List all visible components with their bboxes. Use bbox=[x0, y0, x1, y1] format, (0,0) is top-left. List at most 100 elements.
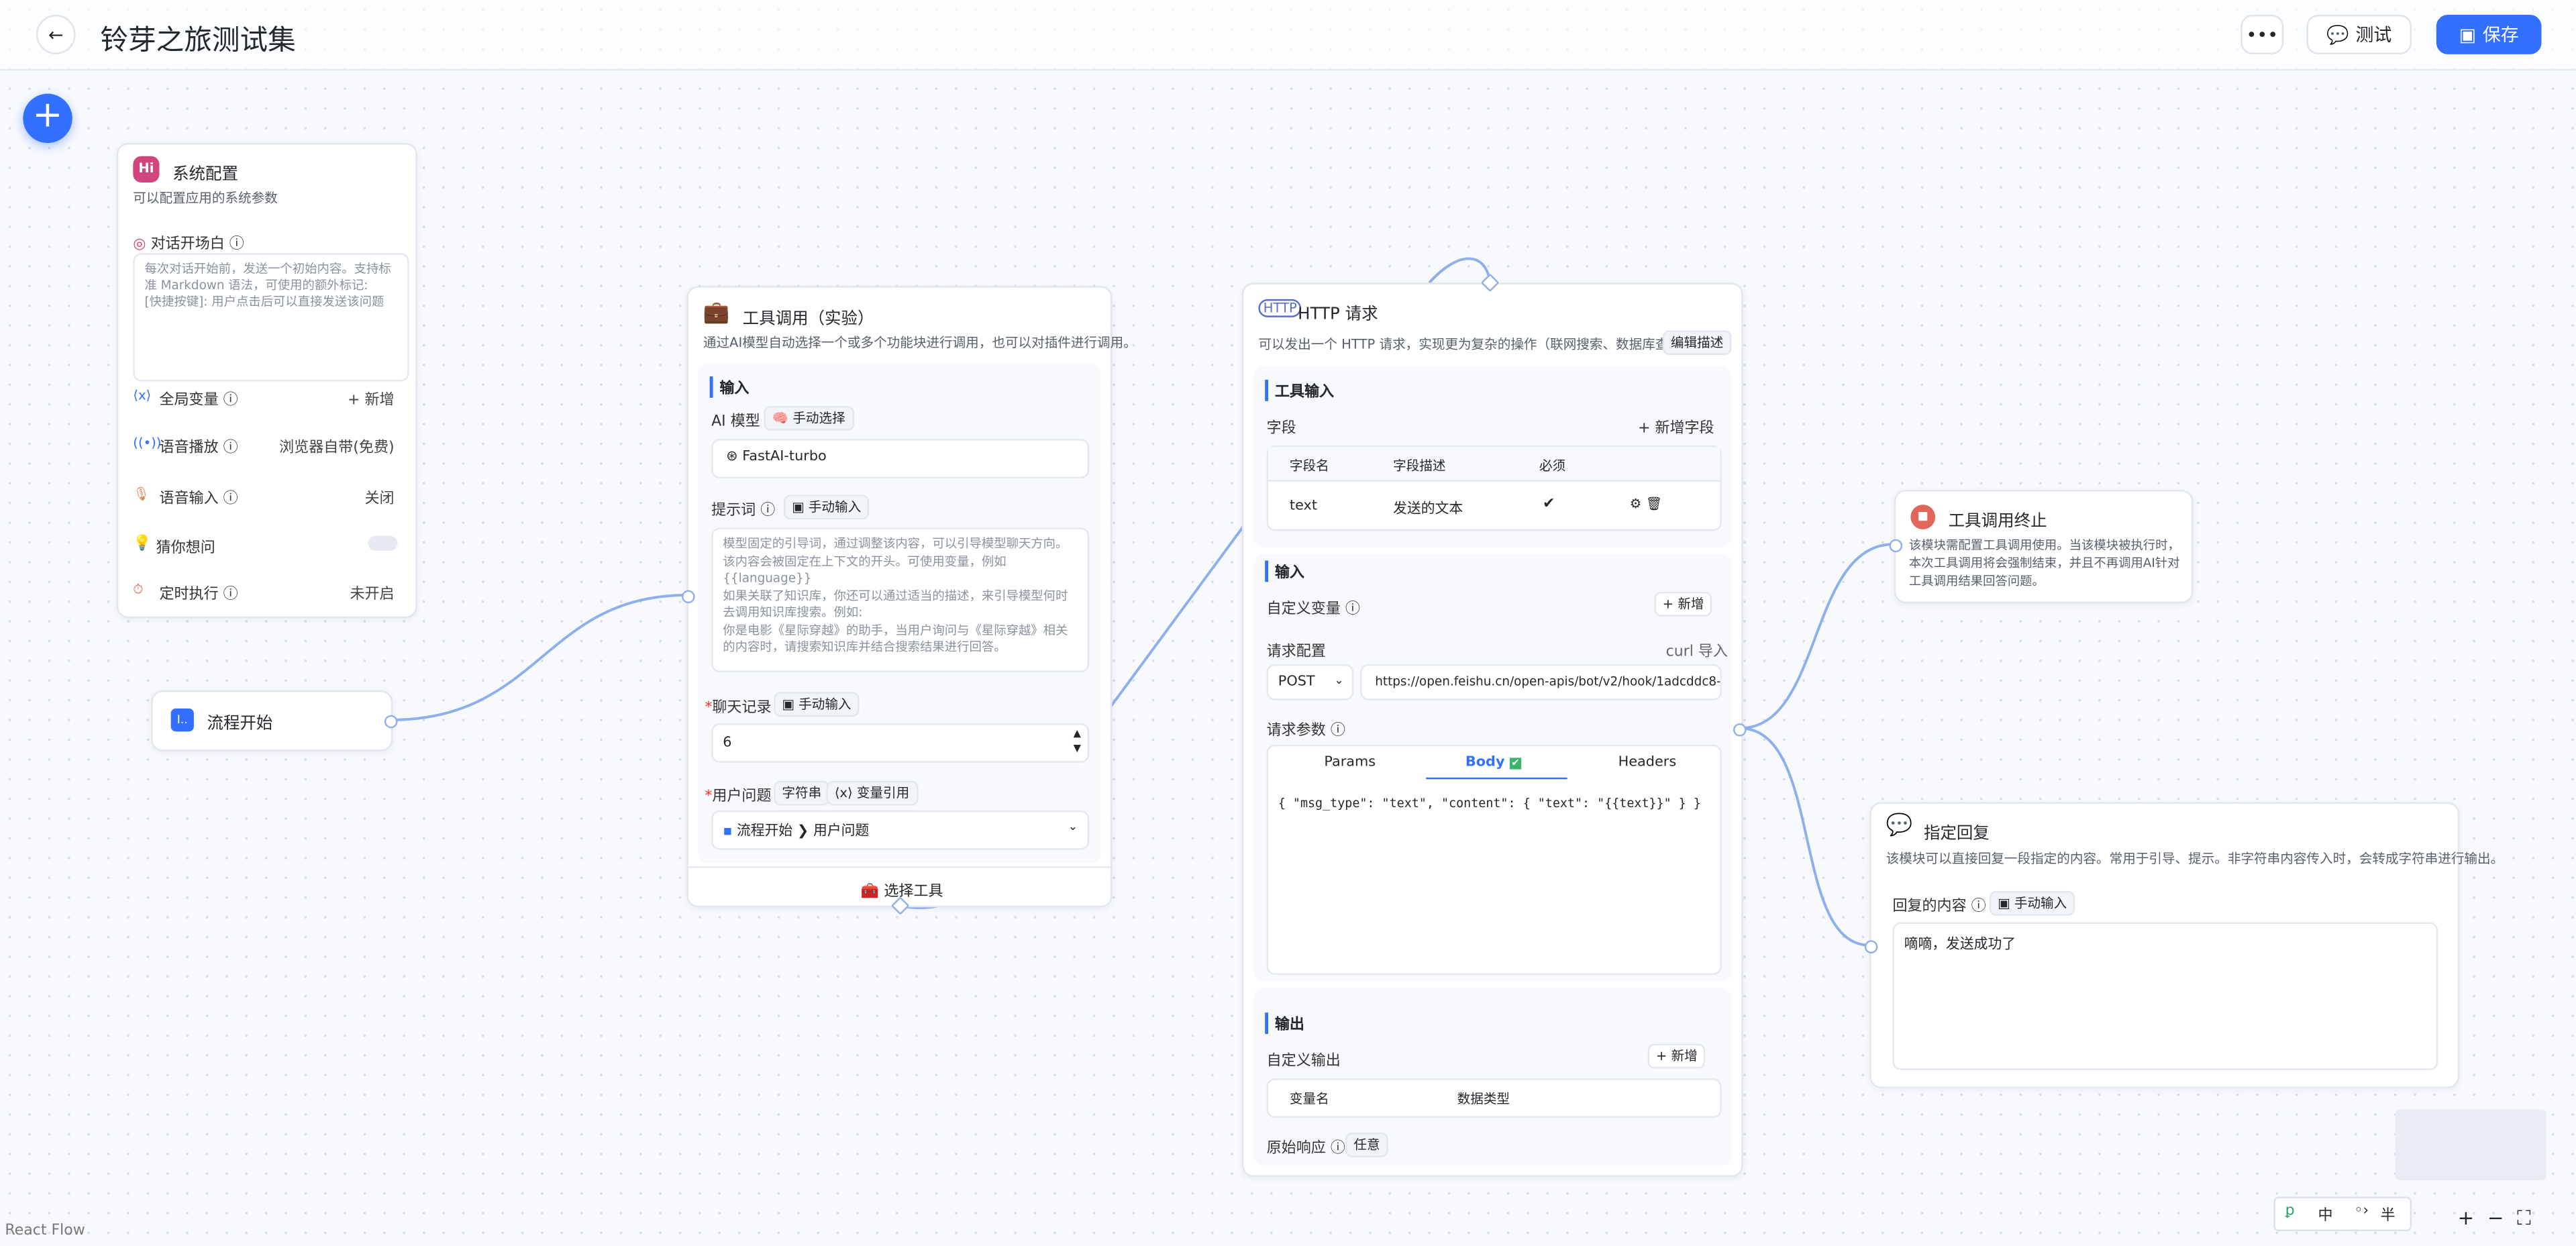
tool-node: 💼 工具调用（实验） 通过AI模型自动选择一个或多个功能块进行调用，也可以对插件… bbox=[682, 286, 1137, 915]
row-label: 语音输入 ⓘ bbox=[159, 491, 238, 509]
label-text: 聊天记录 bbox=[712, 700, 772, 717]
body-code[interactable]: { "msg_type": "text", "content": { "text… bbox=[1278, 795, 1701, 811]
test-button[interactable]: 💬 测试 bbox=[2306, 15, 2412, 54]
model-select[interactable]: ⊛ FastAI-turbo bbox=[711, 439, 1090, 478]
handle[interactable] bbox=[1733, 723, 1747, 737]
field-label: ◎ 对话开场白 ⓘ bbox=[133, 236, 244, 254]
minimap[interactable] bbox=[2395, 1109, 2546, 1181]
select-tool[interactable]: 🧰 选择工具 bbox=[860, 884, 943, 901]
more-button[interactable]: ••• bbox=[2240, 15, 2284, 54]
zoom-controls[interactable]: +−⛶ bbox=[2457, 1206, 2544, 1230]
opening-textarea[interactable]: 每次对话开始前，发送一个初始内容。支持标准 Markdown 语法，可使用的额外… bbox=[133, 253, 409, 382]
label: 请求参数 ⓘ bbox=[1266, 723, 1345, 740]
row-label-text: 全局变量 bbox=[159, 393, 219, 410]
label-text: 用户问题 bbox=[712, 788, 772, 806]
input-section: 输入 自定义变量 ⓘ + 新增 请求配置 curl 导入 POST ⌄ https… bbox=[1253, 554, 1732, 982]
handle[interactable] bbox=[1889, 539, 1903, 553]
ime-mode[interactable]: 中 bbox=[2318, 1208, 2333, 1225]
label-text: 原始响应 bbox=[1266, 1141, 1326, 1157]
tab-active[interactable]: Body ✔ bbox=[1465, 754, 1522, 772]
tab-text: Body bbox=[1465, 754, 1505, 772]
add-node-button[interactable]: + bbox=[23, 93, 72, 144]
edge bbox=[389, 593, 688, 722]
label: AI 模型 bbox=[711, 414, 760, 431]
label-text: 回复的内容 bbox=[1892, 899, 1967, 916]
row-value[interactable]: + 新增 bbox=[348, 393, 395, 410]
url: https://open.feishu.cn/open-apis/bot/v2/… bbox=[1375, 674, 1722, 689]
row-label-text: 语音播放 bbox=[159, 440, 219, 458]
row-label-text: 语音输入 bbox=[159, 491, 219, 509]
th: 变量名 bbox=[1289, 1091, 1329, 1106]
node-title: HTTP 请求 bbox=[1298, 305, 1378, 324]
tag: 任意 bbox=[1345, 1132, 1388, 1157]
th: 字段名 bbox=[1289, 458, 1329, 474]
system-node: Hi 系统配置 可以配置应用的系统参数 ◎ 对话开场白 ⓘ 每次对话开始前，发送… bbox=[116, 143, 417, 619]
handle[interactable] bbox=[1864, 940, 1878, 953]
section-title: 输入 bbox=[1265, 560, 1304, 582]
save-button[interactable]: ▣ 保存 bbox=[2436, 15, 2542, 54]
tab[interactable]: Headers bbox=[1618, 754, 1677, 772]
edit-button[interactable]: 编辑描述 bbox=[1662, 330, 1732, 356]
label: 回复的内容 ⓘ bbox=[1892, 899, 1986, 916]
curl-import[interactable]: curl 导入 bbox=[1665, 644, 1728, 661]
end-node: ■ 工具调用终止 该模块需配置工具调用使用。当该模块被执行时，本次工具调用将会强… bbox=[1889, 490, 2194, 604]
check: ✔ bbox=[1542, 496, 1555, 513]
model: ⊛ FastAI-turbo bbox=[726, 448, 827, 466]
row-actions[interactable]: ⚙ 🗑 bbox=[1629, 496, 1663, 511]
edge bbox=[1739, 727, 1870, 947]
row-label: 语音播放 ⓘ bbox=[159, 440, 238, 458]
reply-textarea[interactable]: 嘀嘀，发送成功了 bbox=[1892, 922, 2438, 1070]
divider bbox=[688, 866, 1111, 868]
tag: ⟨x⟩ 变量引用 bbox=[826, 780, 918, 806]
value: ▪ 流程开始 ❯ 用户问题 bbox=[723, 823, 870, 840]
add-button[interactable]: + 新增 bbox=[1647, 1043, 1706, 1069]
field: 用户问题 bbox=[813, 823, 870, 840]
edge bbox=[1739, 542, 1894, 730]
edge bbox=[1428, 257, 1492, 284]
span: ▪ bbox=[723, 823, 733, 840]
reply-node: 💬 指定回复 该模块可以直接回复一段指定的内容。常用于引导、提示。非字符串内容传… bbox=[1864, 802, 2504, 1088]
field-table: 字段名 字段描述 必须 text 发送的文本 ✔ ⚙ 🗑 bbox=[1266, 445, 1722, 531]
th: 必须 bbox=[1539, 458, 1566, 474]
ime-punct[interactable]: ◦› bbox=[2354, 1203, 2369, 1220]
row-icon: ⟨x⟩ bbox=[133, 388, 152, 403]
handle[interactable] bbox=[682, 590, 695, 604]
save-label: 保存 bbox=[2482, 24, 2519, 46]
span: * bbox=[705, 700, 713, 717]
label-text: 请求参数 bbox=[1266, 723, 1326, 740]
method-select[interactable]: POST ⌄ bbox=[1266, 664, 1354, 700]
back-button[interactable]: ← bbox=[36, 15, 76, 54]
section-title: 输出 bbox=[1265, 1013, 1304, 1034]
history-input[interactable]: 6 ▲ ▼ bbox=[711, 723, 1090, 763]
start-node: I.. 流程开始 bbox=[151, 690, 398, 751]
node-title: 系统配置 bbox=[172, 166, 239, 185]
question-select[interactable]: ▪ 流程开始 ❯ 用户问题 ⌄ bbox=[711, 810, 1090, 850]
node-desc: 该模块可以直接回复一段指定的内容。常用于引导、提示。非字符串内容传入时，会转成字… bbox=[1886, 851, 2504, 867]
add-field[interactable]: + 新增字段 bbox=[1637, 421, 1714, 437]
input-section: 输入 AI 模型 🧠 手动选择 ⊛ FastAI-turbo 提示词 ⓘ ▣ 手… bbox=[698, 363, 1101, 864]
label: 原始响应 ⓘ bbox=[1266, 1141, 1345, 1157]
add-button[interactable]: + 新增 bbox=[1654, 591, 1712, 617]
params-panel: Params Body ✔ Headers { "msg_type": "tex… bbox=[1266, 744, 1722, 975]
tab[interactable]: Params bbox=[1324, 754, 1376, 772]
section-title: 工具输入 bbox=[1265, 379, 1334, 401]
output-section: 输出 自定义输出 + 新增 变量名 数据类型 原始响应 ⓘ 任意 bbox=[1253, 988, 1732, 1165]
url-input[interactable]: https://open.feishu.cn/open-apis/bot/v2/… bbox=[1360, 664, 1722, 700]
prompt-textarea[interactable]: 模型固定的引导词，通过调整该内容，可以引导模型聊天方向。该内容会被固定在上下文的… bbox=[711, 527, 1090, 673]
toggle[interactable] bbox=[368, 535, 398, 551]
ime-logo: ꝑ bbox=[2285, 1203, 2295, 1220]
stepper[interactable]: ▲ ▼ bbox=[1073, 728, 1081, 755]
row-value: 浏览器自带(免费) bbox=[279, 440, 395, 458]
tag-text: 手动输入 bbox=[2014, 896, 2067, 911]
ime-width[interactable]: 半 bbox=[2380, 1208, 2395, 1225]
row-label-text: 定时执行 bbox=[159, 586, 219, 604]
handle[interactable] bbox=[384, 715, 398, 729]
icon: I.. bbox=[170, 708, 194, 732]
row-label: 猜你想问 bbox=[156, 541, 215, 558]
label: 字段 bbox=[1266, 421, 1296, 437]
tag-text: 手动选择 bbox=[792, 411, 845, 426]
row-icon: 🎙 bbox=[133, 486, 150, 502]
node-desc: 可以配置应用的系统参数 bbox=[133, 191, 278, 206]
